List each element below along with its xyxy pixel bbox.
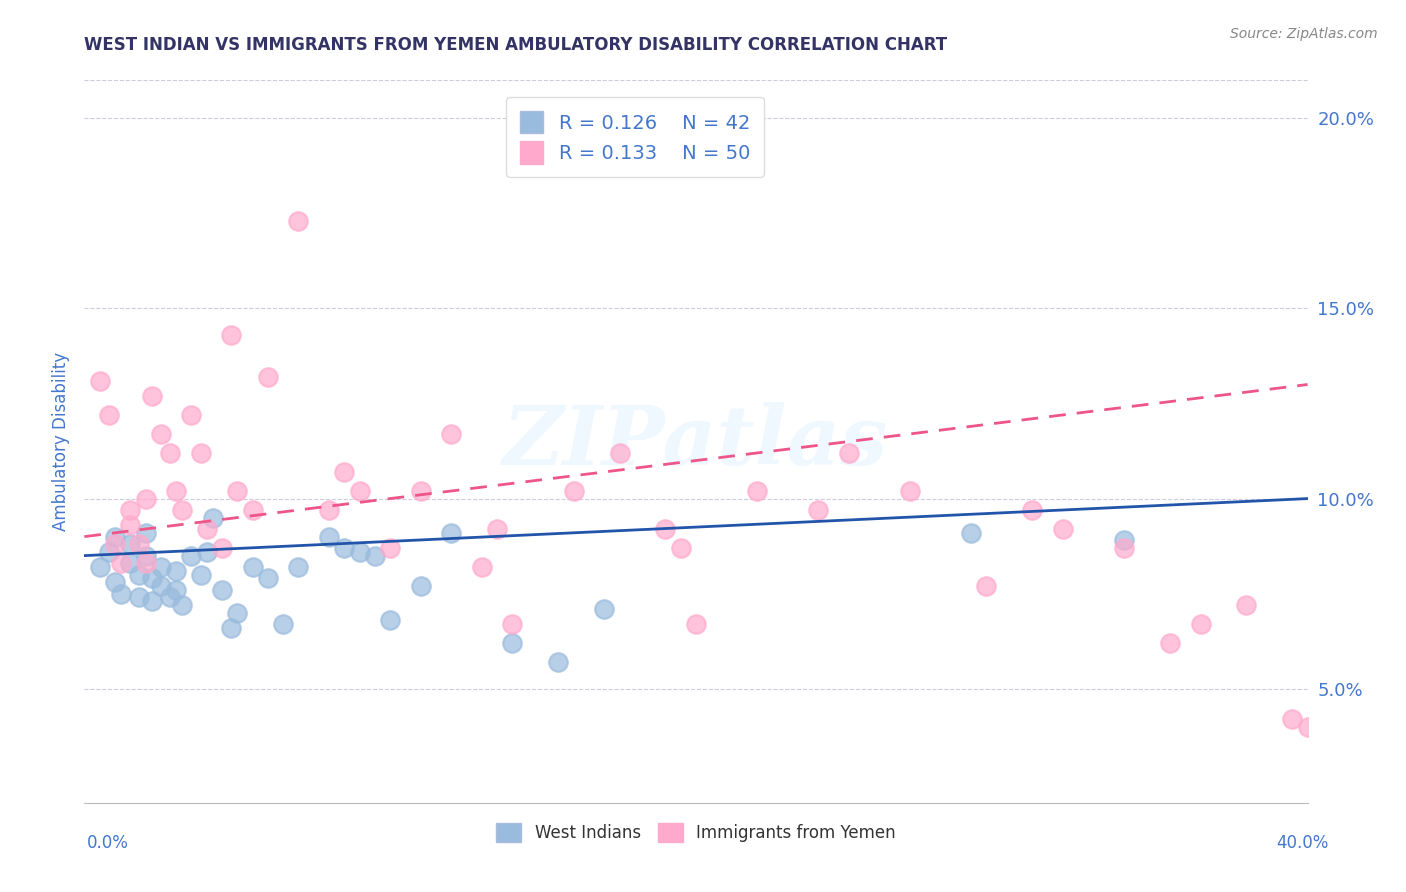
Point [141,594,163,608]
Point [242,560,264,574]
Point [486,522,509,536]
Point [195,522,218,536]
Point [219,328,242,343]
Y-axis label: Ambulatory Disability: Ambulatory Disability [52,352,70,531]
Point [609,446,631,460]
Point [172,598,194,612]
Point [287,560,309,574]
Text: 40.0%: 40.0% [1277,834,1329,852]
Point [440,525,463,540]
Point [1159,636,1181,650]
Point [219,621,242,635]
Point [349,545,371,559]
Point [104,530,127,544]
Point [685,617,707,632]
Point [364,549,387,563]
Point [97,408,120,422]
Point [976,579,998,593]
Point [120,518,142,533]
Point [1296,720,1319,734]
Point [211,582,233,597]
Point [1281,712,1303,726]
Point [318,530,340,544]
Legend: West Indians, Immigrants from Yemen: West Indians, Immigrants from Yemen [489,816,903,848]
Point [97,545,120,559]
Point [669,541,692,555]
Point [349,483,371,498]
Point [180,408,202,422]
Point [190,446,212,460]
Point [104,537,127,551]
Point [165,564,187,578]
Point [807,503,830,517]
Point [380,541,402,555]
Text: 0.0%: 0.0% [87,834,129,852]
Point [593,602,616,616]
Point [190,567,212,582]
Point [287,214,309,228]
Point [838,446,860,460]
Point [135,556,157,570]
Point [409,579,432,593]
Point [1021,503,1043,517]
Point [1114,533,1136,548]
Point [1236,598,1258,612]
Point [149,560,172,574]
Point [159,446,181,460]
Point [120,537,142,551]
Point [547,655,569,669]
Point [1114,541,1136,555]
Point [165,582,187,597]
Point [257,370,280,384]
Point [271,617,294,632]
Point [135,491,157,506]
Point [562,483,585,498]
Point [318,503,340,517]
Text: Source: ZipAtlas.com: Source: ZipAtlas.com [1230,27,1378,41]
Point [226,606,249,620]
Text: ZIPatlas: ZIPatlas [503,401,889,482]
Point [149,426,172,441]
Point [165,483,187,498]
Point [120,503,142,517]
Point [89,374,111,388]
Point [141,571,163,585]
Point [257,571,280,585]
Point [898,483,921,498]
Point [211,541,233,555]
Point [141,389,163,403]
Point [110,556,132,570]
Point [195,545,218,559]
Point [1189,617,1212,632]
Point [135,549,157,563]
Point [471,560,494,574]
Point [380,613,402,627]
Point [960,525,983,540]
Point [1052,522,1074,536]
Point [104,575,127,590]
Point [128,567,150,582]
Point [120,556,142,570]
Point [89,560,111,574]
Point [226,483,249,498]
Point [654,522,676,536]
Point [747,483,769,498]
Point [149,579,172,593]
Point [172,503,194,517]
Text: WEST INDIAN VS IMMIGRANTS FROM YEMEN AMBULATORY DISABILITY CORRELATION CHART: WEST INDIAN VS IMMIGRANTS FROM YEMEN AMB… [84,36,948,54]
Point [242,503,264,517]
Point [333,465,356,479]
Point [135,525,157,540]
Point [440,426,463,441]
Point [333,541,356,555]
Point [128,537,150,551]
Point [502,617,524,632]
Point [201,510,224,524]
Point [159,591,181,605]
Point [128,591,150,605]
Point [110,587,132,601]
Point [409,483,432,498]
Point [502,636,524,650]
Point [180,549,202,563]
